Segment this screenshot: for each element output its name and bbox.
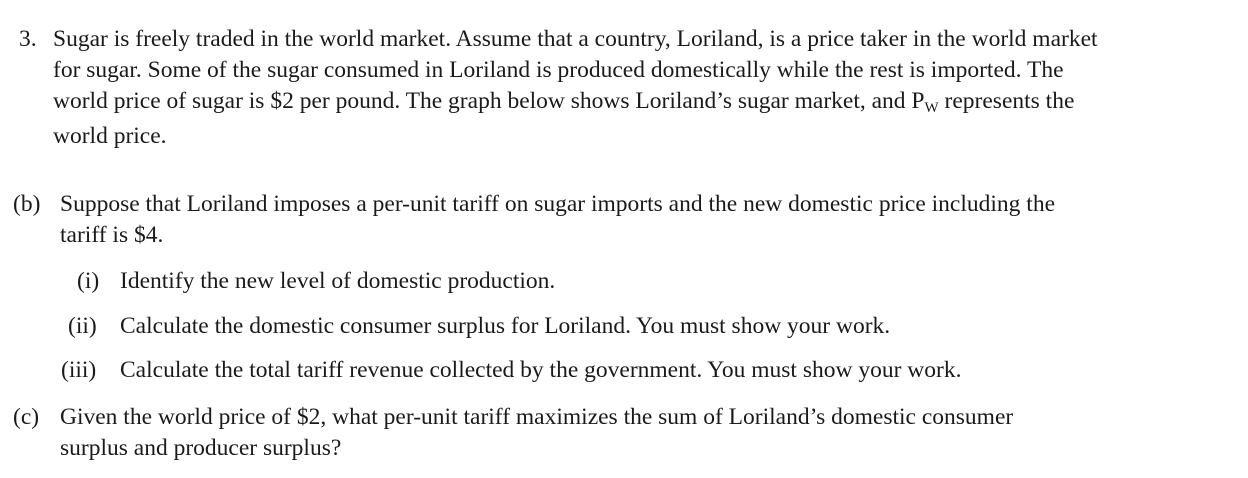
question-number: 3. — [19, 26, 37, 52]
part-b-label: (b) — [13, 191, 41, 217]
subpart-ii-text: Calculate the domestic consumer surplus … — [120, 313, 891, 339]
part-b-stem: Suppose that Loriland imposes a per-unit… — [60, 189, 1055, 251]
question-line-2: for sugar. Some of the sugar consumed in… — [53, 57, 1064, 83]
subpart-ii-label: (ii) — [68, 313, 97, 339]
part-c-line-1: Given the world price of $2, what per-un… — [60, 404, 1014, 430]
subpart-i-text: Identify the new level of domestic produ… — [120, 268, 556, 294]
subpart-iii-label: (iii) — [61, 357, 97, 383]
part-b-line-2: tariff is $4. — [60, 222, 164, 248]
part-c-label: (c) — [13, 404, 40, 430]
subpart-iii-text: Calculate the total tariff revenue colle… — [120, 357, 962, 383]
subpart-i-label: (i) — [77, 268, 100, 294]
part-b-line-1: Suppose that Loriland imposes a per-unit… — [60, 191, 1056, 217]
part-c-line-2: surplus and producer surplus? — [60, 435, 342, 461]
question-line-3-text: world price of sugar is $2 per pound. Th… — [53, 88, 925, 114]
pw-subscript: W — [924, 100, 939, 116]
question-line-1: Sugar is freely traded in the world mark… — [53, 26, 1098, 52]
question-line-3-end: represents the — [938, 88, 1075, 114]
part-c-stem: Given the world price of $2, what per-un… — [60, 402, 1013, 464]
question-line-3: world price of sugar is $2 per pound. Th… — [53, 86, 1098, 117]
question-stem: Sugar is freely traded in the world mark… — [53, 24, 1098, 152]
question-line-4: world price. — [53, 123, 167, 149]
